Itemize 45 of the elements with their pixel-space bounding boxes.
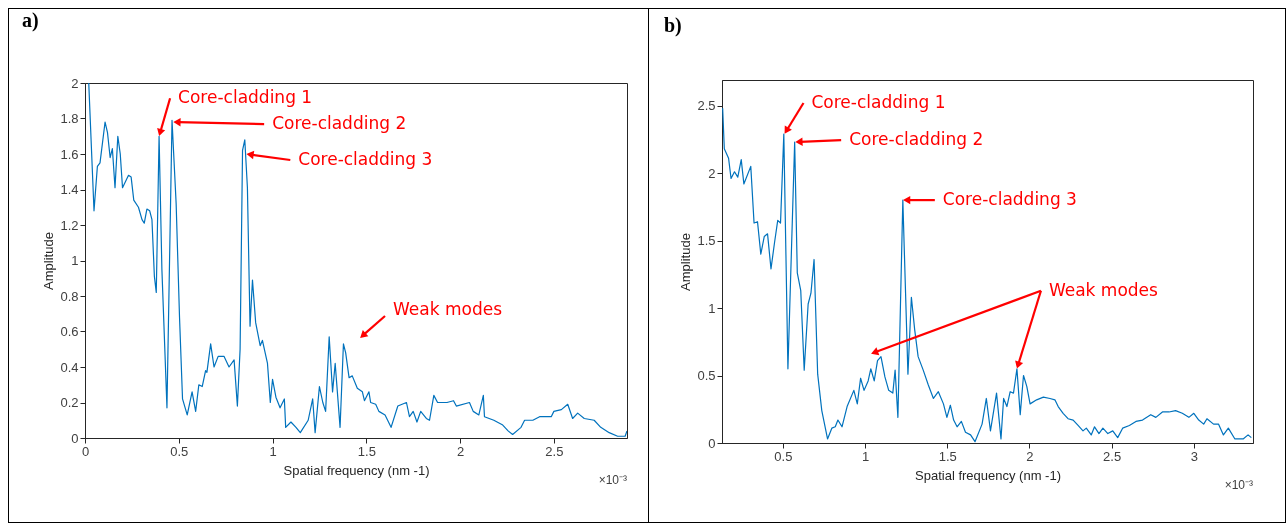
x-tick-label: 1 [269,443,277,459]
y-tick-label: 1.8 [60,111,79,126]
y-tick-label: 0 [71,430,79,446]
y-tick-label: 2.5 [697,98,716,114]
x-tick-label: 1 [861,448,870,464]
text: ×10⁻³ [598,473,627,487]
x-tick-label: 2 [456,443,465,459]
annotation: Core-cladding 3 [942,189,1077,210]
x-axis-title: Spatial frequency (nm -1) [915,467,1061,483]
x-tick-label: 0.5 [170,443,189,459]
annotation: Core-cladding 2 [272,113,407,134]
y-tick-label: 0.6 [60,324,79,339]
y-tick-label: 1 [71,253,79,268]
x-axis-title: Spatial frequency (nm -1) [283,462,430,478]
x-tick-label: 0.5 [774,448,793,464]
line-series [88,83,627,437]
x-tick-label: 0 [81,443,90,459]
annotation: Weak modes [1048,279,1159,300]
y-tick-label: 1.5 [697,233,716,249]
chart-title: a) [22,9,39,32]
annotation: Core-cladding 1 [811,91,946,112]
y-tick-label: 1.4 [60,182,79,197]
x-tick-label: 1.5 [938,448,957,464]
y-axis-title: Amplitude [41,232,57,290]
y-tick-label: 1 [708,300,716,316]
text: ×10⁻³ [1224,478,1253,492]
annotation: Core-cladding 2 [849,129,984,150]
chart-title: b) [664,14,682,37]
annotation: Weak modes [393,299,503,319]
y-tick-label: 2 [71,75,79,91]
y-tick-label: 1.2 [60,217,79,233]
y-axis-title: Amplitude [678,233,694,291]
y-tick-label: 0.8 [60,288,79,304]
y-tick-label: 1.6 [60,146,79,162]
y-tick-label: 0.4 [60,359,79,375]
annotation: Core-cladding 3 [298,149,433,169]
y-tick-label: 0.2 [60,395,79,410]
annotation: Core-cladding 1 [178,87,313,108]
x-tick-label: 2.5 [1103,448,1122,464]
x-tick-label: 2.5 [545,443,564,459]
y-tick-label: 0.5 [697,368,716,384]
x-tick-label: 3 [1190,448,1198,464]
y-tick-label: 2 [708,165,716,181]
x-tick-label: 1.5 [357,443,376,459]
x-tick-label: 2 [1026,448,1034,464]
